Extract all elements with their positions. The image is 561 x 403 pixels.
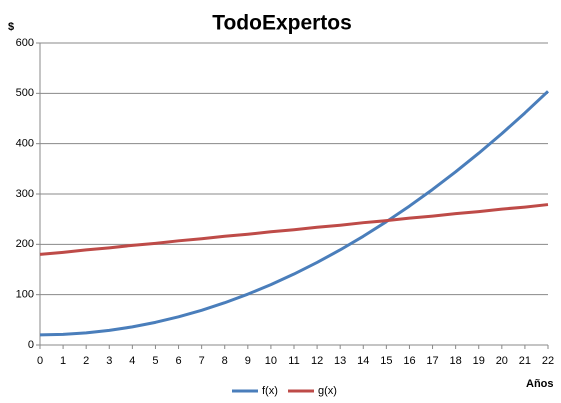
x-tick-label: 2 (83, 355, 89, 367)
x-tick-label: 17 (426, 355, 438, 367)
x-tick-label: 5 (152, 355, 158, 367)
x-tick-label: 15 (380, 355, 392, 367)
x-tick-label: 22 (542, 355, 554, 367)
legend-label: g(x) (318, 385, 337, 397)
x-axis-label: Años (526, 378, 554, 390)
x-tick-label: 19 (473, 355, 485, 367)
y-tick-label: 600 (16, 37, 34, 49)
x-tick-label: 14 (357, 355, 369, 367)
y-tick-label: 400 (16, 138, 34, 150)
x-tick-label: 6 (175, 355, 181, 367)
x-tick-label: 11 (288, 355, 299, 367)
x-tick-label: 12 (311, 355, 323, 367)
x-tick-label: 3 (106, 355, 112, 367)
x-tick-label: 7 (199, 355, 205, 367)
y-tick-label: 100 (16, 289, 34, 301)
legend-label: f(x) (262, 385, 278, 397)
x-tick-label: 21 (519, 355, 531, 367)
x-tick-label: 1 (60, 355, 66, 367)
x-tick-label: 4 (129, 355, 135, 367)
y-tick-label: 200 (16, 238, 34, 250)
x-tick-label: 18 (450, 355, 462, 367)
x-tick-label: 9 (245, 355, 251, 367)
y-tick-label: 500 (16, 87, 34, 99)
chart-title: TodoExpertos (212, 12, 352, 35)
series-line (39, 203, 549, 256)
x-tick-label: 20 (496, 355, 508, 367)
x-tick-label: 8 (222, 355, 228, 367)
y-tick-label: 300 (16, 188, 34, 200)
y-tick-label: 0 (28, 339, 34, 351)
x-tick-label: 10 (265, 355, 277, 367)
x-tick-label: 0 (37, 355, 43, 367)
x-tick-label: 13 (334, 355, 346, 367)
series-line (39, 90, 550, 337)
y-axis-label: $ (8, 21, 14, 33)
x-tick-label: 16 (403, 355, 415, 367)
